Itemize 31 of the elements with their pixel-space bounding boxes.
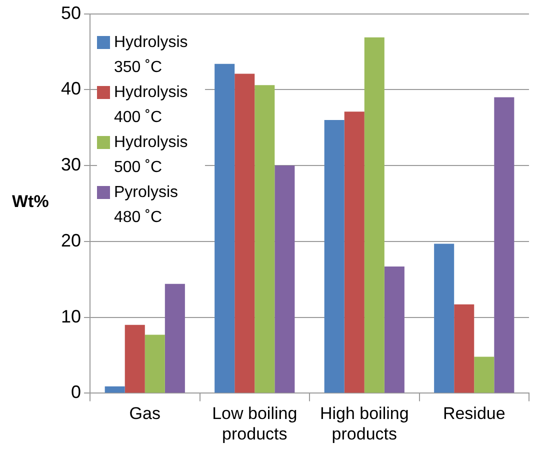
bar — [124, 324, 145, 393]
bar — [384, 266, 404, 393]
bar — [144, 334, 165, 393]
y-tick-label: 0 — [71, 382, 82, 402]
x-tick-label: Low boiling products — [212, 404, 298, 444]
bar — [364, 37, 384, 393]
y-tick-label: 10 — [60, 306, 82, 326]
legend-label: Pyrolysis 480 ˚C — [114, 183, 180, 228]
y-tick-label: 50 — [60, 2, 82, 23]
bar — [274, 166, 295, 393]
bar — [104, 386, 125, 393]
bar — [324, 120, 344, 393]
legend-label: Hydrolysis 350 ˚C — [114, 33, 189, 78]
x-tick-label: High boiling products — [320, 404, 409, 444]
bar — [164, 284, 185, 393]
bar — [234, 74, 255, 393]
y-tick-label: 20 — [60, 230, 82, 250]
y-tick-label: 30 — [60, 154, 82, 175]
bar — [254, 85, 275, 393]
bar — [434, 244, 454, 393]
bar — [344, 112, 364, 393]
legend-label: Hydrolysis 400 ˚C — [114, 83, 189, 128]
y-axis-title: Wt% — [12, 192, 49, 212]
bar — [454, 304, 474, 393]
bar — [494, 97, 514, 393]
x-tick-label: Residue — [442, 404, 506, 424]
x-tick-label: Gas — [129, 404, 160, 424]
bar — [474, 356, 494, 393]
legend-label: Hydrolysis 500 ˚C — [114, 133, 189, 178]
y-tick-label: 40 — [60, 78, 82, 99]
bar — [214, 64, 235, 393]
